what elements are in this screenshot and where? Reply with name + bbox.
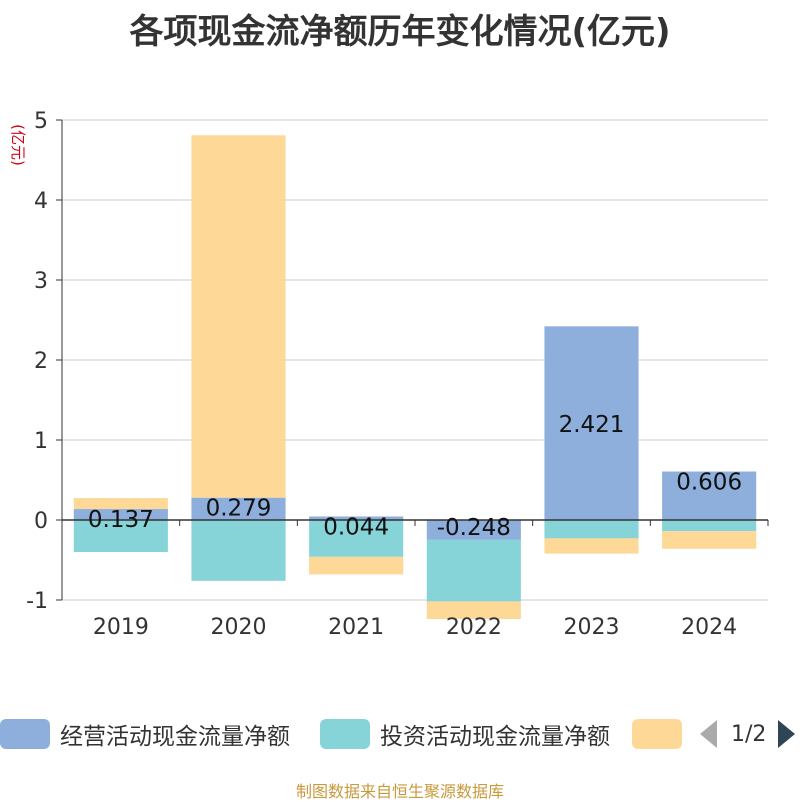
bar-operating-2023: [544, 326, 639, 520]
legend-swatch-financing: [632, 719, 682, 749]
bar-financing-2021: [309, 556, 404, 575]
legend: 经营活动现金流量净额 投资活动现金流量净额: [0, 716, 800, 752]
legend-item-financing[interactable]: [632, 716, 682, 752]
legend-swatch-operating: [0, 719, 50, 749]
legend-prev-arrow-icon[interactable]: [700, 720, 717, 748]
data-label-layer: 0.137 0.279 0.044 -0.248 2.421 0.606: [88, 412, 742, 541]
x-tick-label: 2021: [328, 615, 384, 640]
y-tick-label: 4: [34, 189, 48, 214]
bar-investing-2023: [544, 520, 639, 539]
legend-page-indicator: 1/2: [731, 721, 767, 747]
bar-financing-2024: [662, 531, 757, 549]
legend-label-investing: 投资活动现金流量净额: [380, 724, 610, 750]
bar-investing-2021: [309, 520, 404, 557]
x-tick-label: 2024: [681, 615, 737, 640]
axis-layer: -1 0 1 2 3 4 5 2019 2020 2021 2022 2023 2024 (亿元): [9, 109, 769, 640]
data-label: 0.279: [206, 496, 272, 522]
legend-label-operating: 经营活动现金流量净额: [60, 724, 290, 750]
bar-investing-2022: [426, 539, 521, 602]
legend-next-arrow-icon[interactable]: [778, 720, 796, 748]
data-label: 0.137: [88, 507, 154, 533]
bar-financing-2019: [73, 498, 168, 510]
bar-operating-2019: [73, 509, 168, 520]
bar-financing-2020: [191, 135, 286, 498]
bar-layer: [73, 135, 757, 620]
data-label: 2.421: [559, 412, 625, 438]
bar-financing-2022: [426, 601, 521, 620]
legend-pager: 1/2: [700, 716, 796, 752]
source-footer: 制图数据来自恒生聚源数据库: [295, 782, 504, 801]
y-tick-label: 3: [34, 269, 48, 294]
bar-financing-2023: [544, 538, 639, 554]
x-tick-label: 2019: [93, 615, 149, 640]
bar-investing-2019: [73, 520, 168, 552]
y-tick-label: 5: [34, 109, 48, 134]
y-axis-label: (亿元): [9, 124, 27, 166]
bar-operating-2024: [662, 471, 757, 520]
bar-operating-2022: [426, 520, 521, 540]
data-label: -0.248: [437, 515, 511, 541]
grid-layer: [62, 119, 768, 601]
legend-item-investing[interactable]: 投资活动现金流量净额: [320, 716, 610, 752]
legend-item-operating[interactable]: 经营活动现金流量净额: [0, 716, 290, 752]
y-tick-label: -1: [26, 589, 48, 614]
y-tick-label: 0: [34, 509, 48, 534]
bar-operating-2020: [191, 497, 286, 520]
bar-investing-2020: [191, 520, 286, 581]
legend-swatch-investing: [320, 719, 370, 749]
data-label: 0.044: [323, 514, 389, 540]
x-tick-label: 2020: [211, 615, 267, 640]
x-tick-label: 2023: [564, 615, 620, 640]
y-tick-label: 2: [34, 349, 48, 374]
chart-title: 各项现金流净额历年变化情况(亿元): [129, 12, 671, 52]
data-label: 0.606: [676, 470, 742, 496]
x-tick-label: 2022: [446, 615, 502, 640]
bar-investing-2024: [662, 520, 757, 532]
y-tick-label: 1: [34, 429, 48, 454]
bar-operating-2021: [309, 516, 404, 520]
